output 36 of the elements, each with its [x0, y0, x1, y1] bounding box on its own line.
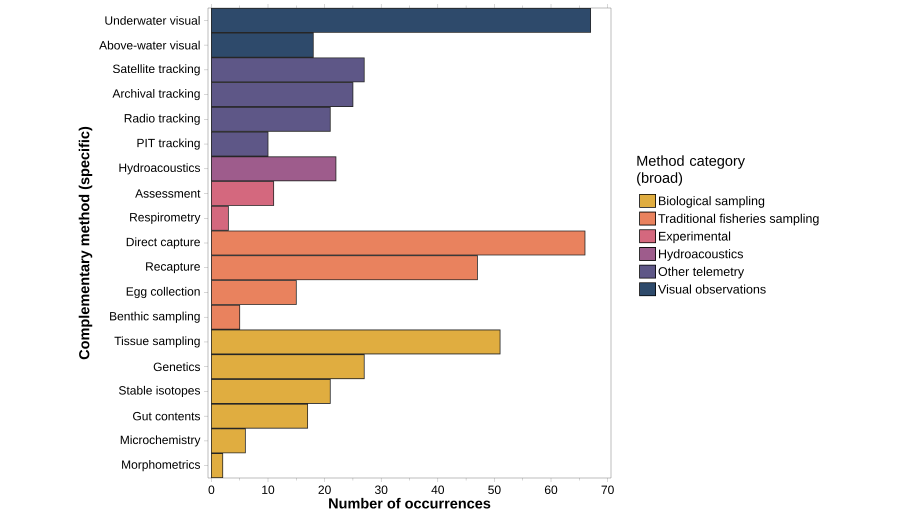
y-tick-label: Recapture: [146, 262, 200, 274]
y-tick-label: Tissue sampling: [114, 336, 200, 348]
x-axis-title: Number of occurrences: [329, 498, 490, 509]
y-tick-label: Satellite tracking: [112, 64, 200, 76]
y-tick-label: Egg collection: [126, 286, 200, 298]
y-tick-label: Gut contents: [133, 412, 200, 420]
legend-title: Method category (broad): [637, 155, 745, 186]
y-tick-label: Radio tracking: [124, 114, 200, 125]
legend-label: Experimental: [659, 231, 730, 244]
y-axis-title: Complementary method (specific): [78, 126, 92, 360]
x-tick-label: 30: [374, 486, 388, 494]
legend-label: Visual observations: [658, 284, 766, 294]
y-tick-label: Stable isotopes: [118, 386, 200, 398]
x-tick-label: 20: [318, 486, 331, 494]
y-tick-label: Underwater visual: [105, 16, 200, 25]
y-tick-label: PIT tracking: [137, 138, 200, 150]
y-tick-label: Above-water visual: [99, 40, 200, 50]
legend-label: Hydroacoustics: [659, 249, 743, 261]
y-tick-label: Respirometry: [130, 212, 200, 224]
x-tick-label: 10: [262, 486, 274, 494]
y-tick-label: Assessment: [135, 189, 200, 198]
y-tick-label: Genetics: [154, 362, 200, 372]
y-tick-label: Direct capture: [126, 237, 200, 249]
x-tick-label: 0: [208, 486, 214, 494]
legend-label: Traditional fisheries sampling: [658, 214, 819, 226]
x-tick-label: 60: [544, 486, 558, 494]
legend-label: Biological sampling: [659, 196, 764, 208]
y-tick-label: Hydroacoustics: [119, 163, 200, 174]
y-tick-label: Benthic sampling: [110, 312, 200, 323]
x-tick-label: 40: [431, 486, 444, 494]
x-tick-label: 50: [488, 486, 501, 494]
x-tick-label: 70: [602, 486, 614, 494]
y-tick-label: Morphometrics: [122, 460, 200, 472]
y-tick-label: Microchemistry: [120, 435, 200, 446]
y-tick-label: Archival tracking: [112, 89, 200, 100]
legend-label: Other telemetry: [658, 266, 744, 278]
